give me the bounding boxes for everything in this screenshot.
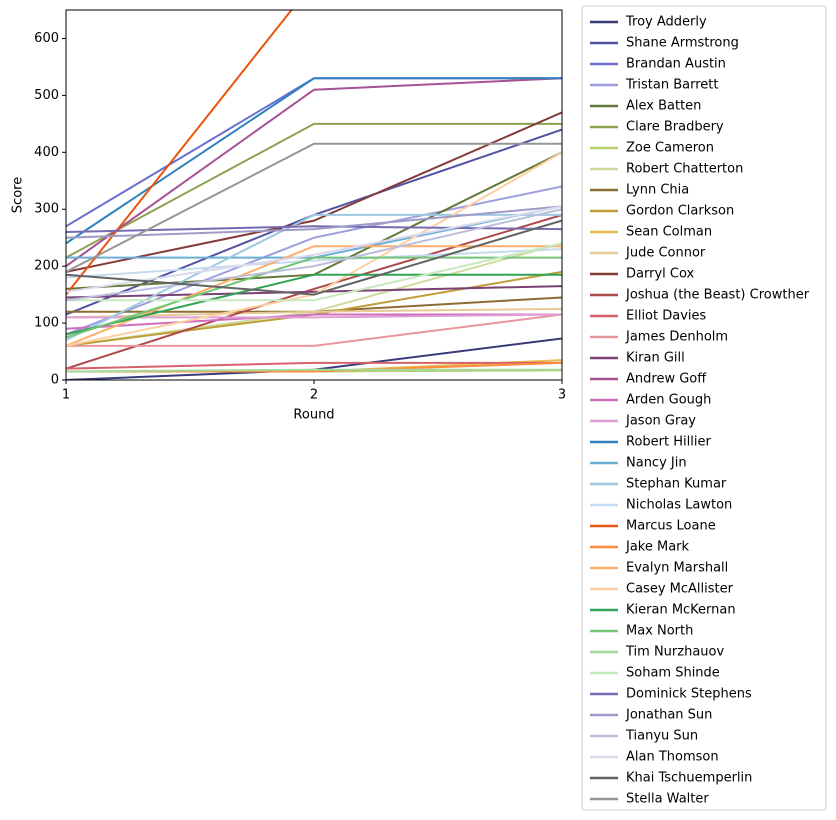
series-line bbox=[66, 313, 562, 319]
legend-label: Elliot Davies bbox=[626, 309, 707, 324]
legend-label: Alex Batten bbox=[626, 99, 701, 114]
legend-label: Robert Hillier bbox=[626, 435, 711, 450]
legend-label: Max North bbox=[626, 624, 693, 639]
legend-label: Tim Nurzhauov bbox=[625, 645, 724, 660]
legend-label: Arden Gough bbox=[626, 393, 711, 408]
series-line bbox=[66, 205, 562, 293]
legend-label: Tianyu Sun bbox=[625, 729, 698, 744]
legend-label: Tristan Barrett bbox=[625, 78, 718, 93]
x-tick-label: 3 bbox=[558, 388, 566, 403]
series-line bbox=[66, 213, 562, 370]
legend-label: Nicholas Lawton bbox=[626, 498, 732, 513]
series-line bbox=[66, 205, 562, 239]
legend-label: Kieran McKernan bbox=[626, 603, 736, 618]
legend-label: Robert Chatterton bbox=[626, 162, 743, 177]
series-line bbox=[66, 77, 562, 245]
series-line bbox=[66, 256, 562, 339]
legend-label: Dominick Stephens bbox=[626, 687, 752, 702]
legend-label: Lynn Chia bbox=[626, 183, 689, 198]
series-line bbox=[66, 313, 562, 347]
y-tick-label: 300 bbox=[34, 202, 59, 217]
legend-label: Gordon Clarkson bbox=[626, 204, 734, 219]
legend-label: Nancy Jin bbox=[626, 456, 687, 471]
legend-label: Casey McAllister bbox=[626, 582, 734, 597]
series-line bbox=[66, 142, 562, 273]
legend-label: Alan Thomson bbox=[626, 750, 719, 765]
legend-label: Zoe Cameron bbox=[626, 141, 714, 156]
y-tick-label: 600 bbox=[34, 31, 59, 46]
legend-label: Khai Tschuemperlin bbox=[626, 771, 752, 786]
legend-label: Soham Shinde bbox=[626, 666, 720, 681]
series-line bbox=[66, 242, 562, 302]
series-line bbox=[66, 122, 562, 259]
series-line bbox=[66, 219, 562, 296]
y-axis-label: Score bbox=[11, 177, 26, 213]
series-line bbox=[66, 368, 562, 373]
legend-label: Jude Connor bbox=[625, 246, 706, 261]
legend-label: Andrew Goff bbox=[626, 372, 707, 387]
legend-label: Troy Adderly bbox=[625, 15, 707, 30]
series-line bbox=[66, 208, 562, 302]
legend-label: Darryl Cox bbox=[626, 267, 695, 282]
legend-label: Brandan Austin bbox=[626, 57, 726, 72]
legend-label: Joshua (the Beast) Crowther bbox=[625, 288, 810, 303]
legend-label: Shane Armstrong bbox=[626, 36, 739, 51]
legend-box bbox=[581, 5, 827, 811]
x-tick-label: 1 bbox=[62, 388, 70, 403]
series-line bbox=[66, 285, 562, 299]
series-line bbox=[66, 273, 562, 336]
legend: Troy Adderly Shane Armstrong Brandan Austi… bbox=[590, 15, 810, 807]
legend-label: Marcus Loane bbox=[626, 519, 716, 534]
series-line bbox=[66, 185, 562, 336]
x-tick-label: 2 bbox=[310, 388, 318, 403]
series-line bbox=[66, 10, 293, 296]
legend-label: Clare Bradbery bbox=[626, 120, 724, 135]
y-tick-label: 500 bbox=[34, 88, 59, 103]
y-tick-label: 400 bbox=[34, 145, 59, 160]
y-tick-label: 100 bbox=[34, 316, 59, 331]
legend-label: Jason Gray bbox=[625, 414, 696, 429]
legend-label: Jake Mark bbox=[625, 540, 690, 555]
series-line bbox=[66, 77, 562, 228]
series-line bbox=[66, 248, 562, 279]
series-line bbox=[66, 361, 562, 370]
legend-label: Jonathan Sun bbox=[625, 708, 712, 723]
legend-label: Kiran Gill bbox=[626, 351, 685, 366]
series-line bbox=[66, 111, 562, 273]
x-axis-label: Round bbox=[293, 408, 334, 423]
legend-label: Stella Walter bbox=[626, 792, 709, 807]
legend-label: Sean Colman bbox=[626, 225, 712, 240]
series-line bbox=[66, 77, 562, 267]
legend-label: Stephan Kumar bbox=[626, 477, 727, 492]
legend-label: Evalyn Marshall bbox=[626, 561, 728, 576]
legend-label: James Denholm bbox=[625, 330, 728, 345]
plot-lines bbox=[66, 10, 562, 380]
y-tick-label: 0 bbox=[51, 373, 59, 388]
y-tick-label: 200 bbox=[34, 259, 59, 274]
